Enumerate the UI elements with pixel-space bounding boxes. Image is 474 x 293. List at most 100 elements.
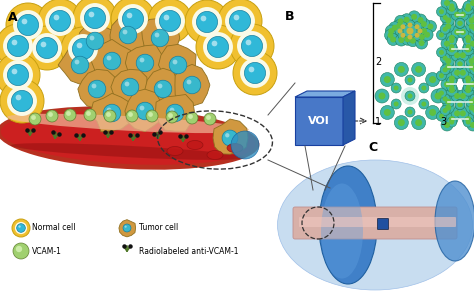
- Circle shape: [466, 96, 474, 108]
- Circle shape: [77, 42, 82, 48]
- Circle shape: [8, 35, 28, 57]
- Circle shape: [73, 0, 117, 40]
- Circle shape: [454, 110, 460, 116]
- Text: 3: 3: [440, 117, 446, 127]
- Circle shape: [408, 11, 420, 23]
- Circle shape: [457, 102, 463, 107]
- Circle shape: [446, 73, 458, 84]
- Circle shape: [437, 30, 447, 40]
- Circle shape: [421, 21, 427, 27]
- Circle shape: [473, 15, 474, 20]
- Circle shape: [391, 83, 401, 93]
- Circle shape: [64, 109, 76, 121]
- Circle shape: [136, 54, 154, 72]
- Circle shape: [445, 99, 451, 105]
- Circle shape: [203, 32, 233, 62]
- Circle shape: [380, 105, 394, 120]
- Circle shape: [74, 59, 80, 64]
- Circle shape: [405, 107, 415, 117]
- Circle shape: [192, 7, 222, 37]
- Ellipse shape: [11, 143, 245, 160]
- Circle shape: [445, 64, 451, 70]
- Circle shape: [411, 116, 426, 130]
- Circle shape: [54, 15, 59, 20]
- Circle shape: [401, 24, 405, 29]
- Circle shape: [394, 116, 408, 130]
- Circle shape: [104, 110, 116, 122]
- Circle shape: [32, 33, 62, 63]
- Circle shape: [470, 65, 474, 75]
- Polygon shape: [77, 23, 114, 61]
- Circle shape: [454, 52, 460, 58]
- Circle shape: [447, 36, 457, 46]
- Circle shape: [6, 3, 50, 47]
- Circle shape: [411, 14, 417, 20]
- Circle shape: [0, 53, 40, 97]
- Circle shape: [429, 76, 436, 83]
- Circle shape: [13, 10, 43, 40]
- Circle shape: [451, 107, 463, 119]
- Circle shape: [454, 29, 460, 35]
- Circle shape: [170, 108, 174, 113]
- Circle shape: [441, 78, 453, 90]
- Circle shape: [451, 49, 463, 61]
- Circle shape: [444, 122, 450, 128]
- Circle shape: [384, 29, 397, 41]
- Circle shape: [66, 111, 71, 116]
- Circle shape: [460, 70, 466, 76]
- Circle shape: [437, 71, 447, 81]
- Circle shape: [412, 30, 422, 40]
- Circle shape: [183, 76, 201, 94]
- Circle shape: [466, 102, 474, 114]
- Circle shape: [245, 62, 265, 84]
- Circle shape: [441, 38, 453, 50]
- Circle shape: [418, 28, 422, 33]
- Text: C: C: [368, 141, 377, 154]
- Circle shape: [465, 6, 471, 12]
- Circle shape: [88, 80, 106, 98]
- Circle shape: [389, 22, 401, 34]
- Circle shape: [379, 93, 385, 100]
- Circle shape: [122, 8, 144, 30]
- Circle shape: [424, 32, 430, 38]
- Circle shape: [89, 12, 94, 17]
- Circle shape: [405, 75, 415, 85]
- Circle shape: [125, 81, 129, 86]
- Circle shape: [449, 116, 455, 122]
- Circle shape: [443, 56, 447, 61]
- Circle shape: [166, 111, 178, 123]
- Circle shape: [457, 21, 463, 26]
- Circle shape: [457, 107, 469, 119]
- Circle shape: [439, 114, 444, 119]
- Circle shape: [462, 113, 474, 125]
- Text: B: B: [285, 10, 294, 23]
- Circle shape: [157, 84, 163, 88]
- Circle shape: [159, 11, 181, 32]
- Circle shape: [465, 76, 471, 81]
- Circle shape: [126, 110, 138, 122]
- Circle shape: [463, 76, 473, 86]
- Circle shape: [12, 40, 18, 45]
- Circle shape: [470, 81, 474, 87]
- Circle shape: [411, 62, 426, 76]
- Circle shape: [460, 12, 466, 18]
- Circle shape: [3, 31, 33, 61]
- Circle shape: [136, 102, 154, 120]
- Circle shape: [446, 3, 458, 15]
- Circle shape: [443, 108, 447, 113]
- Circle shape: [466, 61, 474, 73]
- Circle shape: [457, 21, 463, 26]
- Circle shape: [403, 24, 417, 38]
- Circle shape: [451, 90, 463, 102]
- Circle shape: [455, 18, 465, 28]
- Circle shape: [168, 113, 173, 118]
- Polygon shape: [141, 18, 180, 57]
- Circle shape: [48, 112, 53, 117]
- Circle shape: [240, 58, 270, 88]
- Circle shape: [11, 91, 33, 112]
- Circle shape: [395, 34, 407, 46]
- Circle shape: [408, 110, 412, 115]
- Circle shape: [451, 67, 463, 79]
- Circle shape: [465, 35, 471, 41]
- Circle shape: [405, 91, 415, 101]
